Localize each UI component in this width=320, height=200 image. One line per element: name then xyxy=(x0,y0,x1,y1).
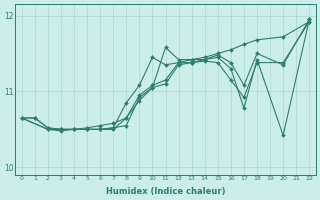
X-axis label: Humidex (Indice chaleur): Humidex (Indice chaleur) xyxy=(106,187,225,196)
